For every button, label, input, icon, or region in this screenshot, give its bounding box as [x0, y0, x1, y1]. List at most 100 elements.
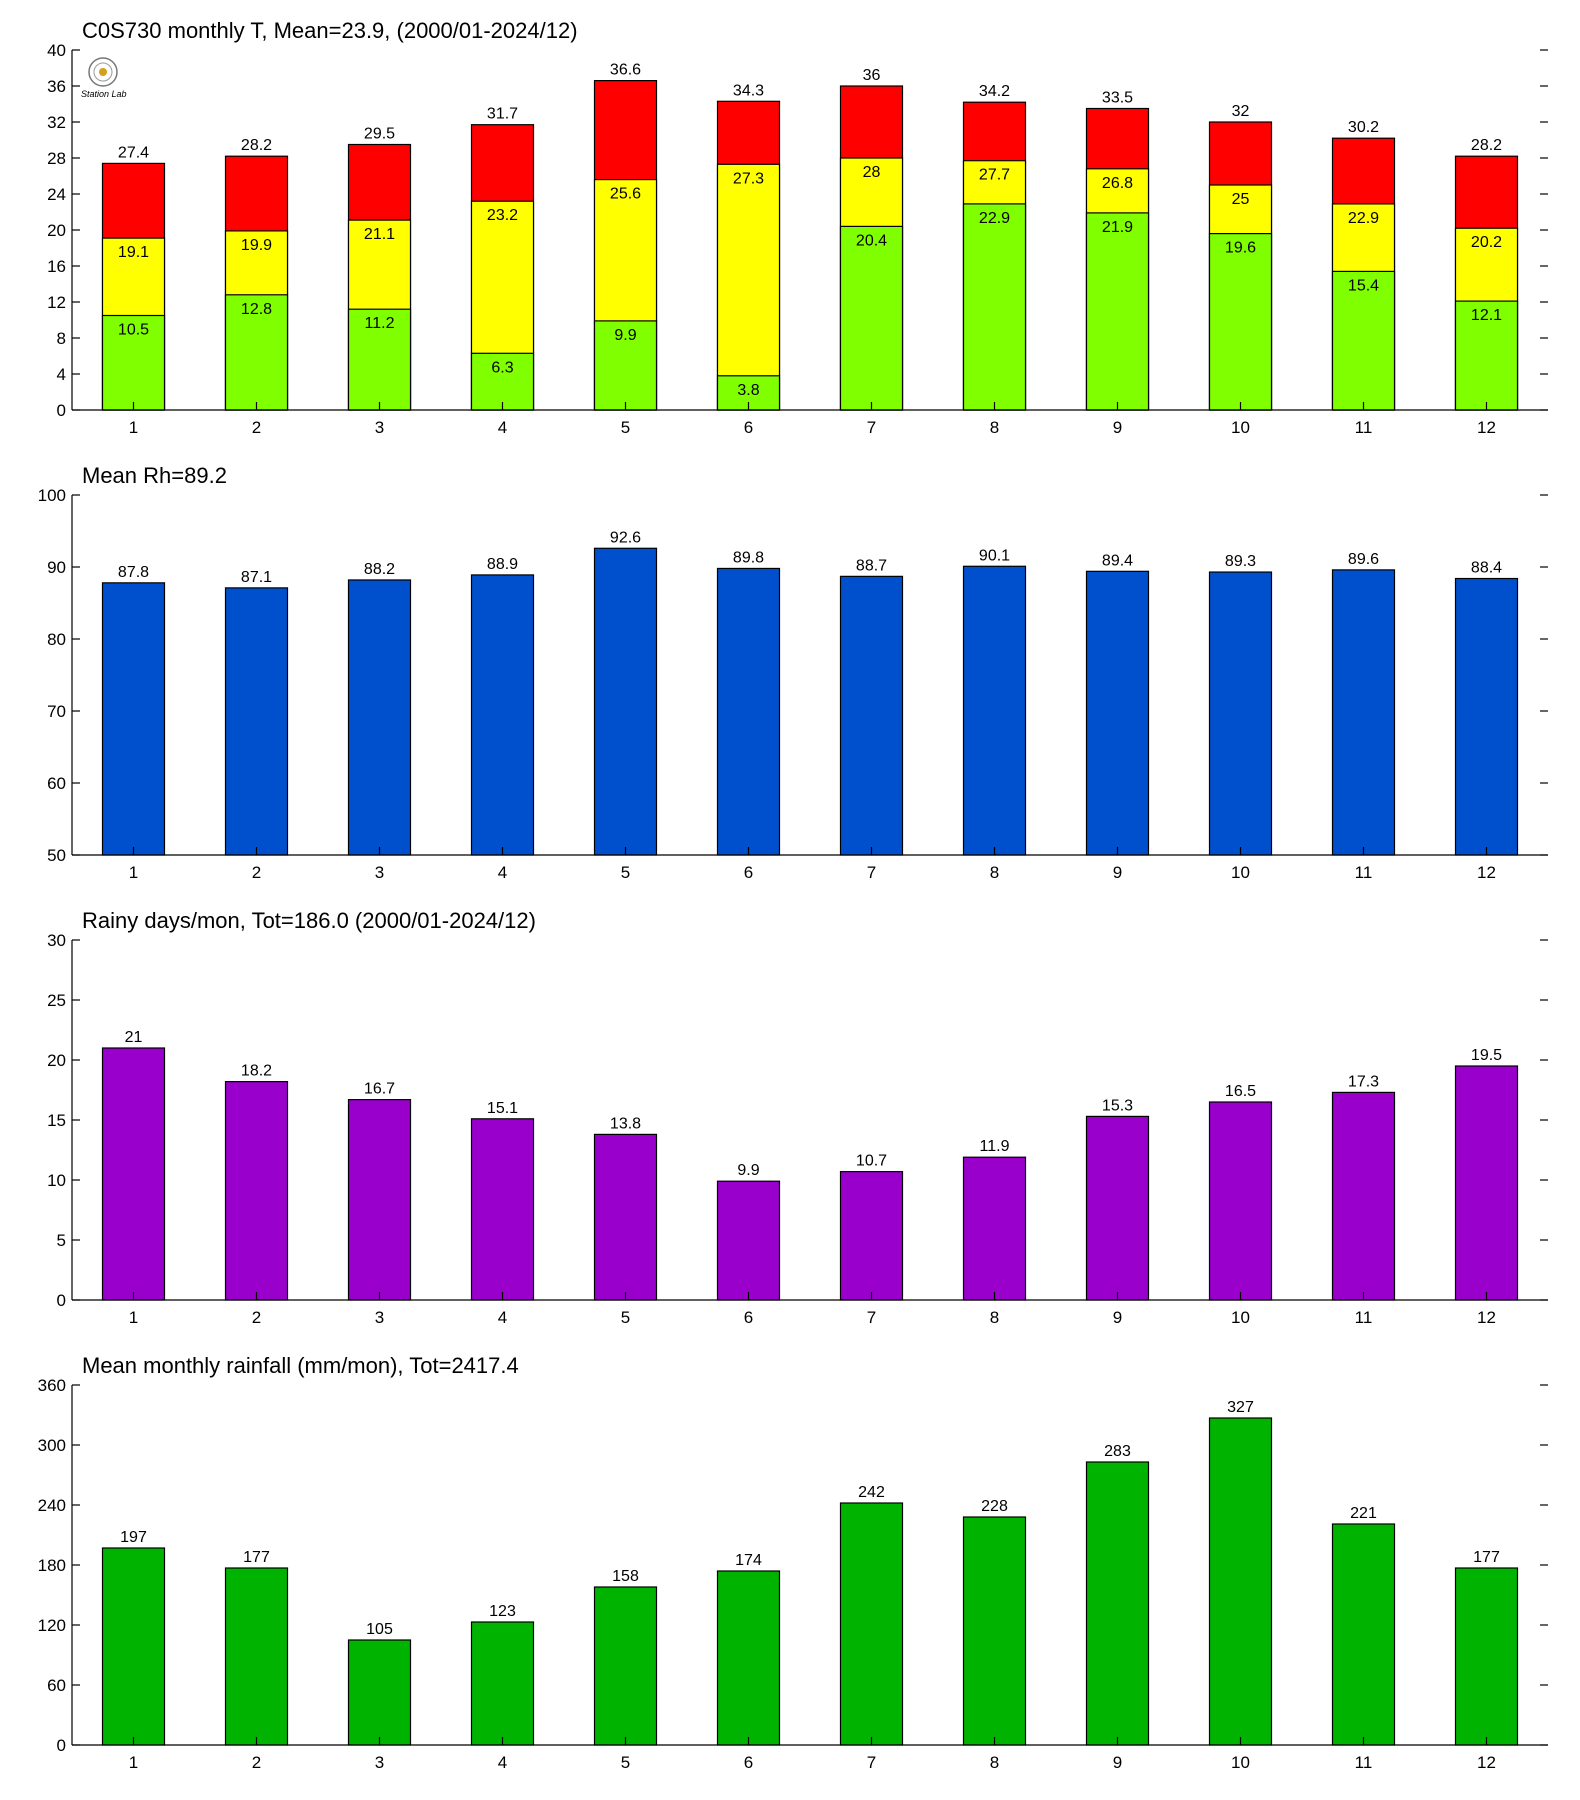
y-tick-label: 100 [38, 486, 66, 505]
y-tick-label: 180 [38, 1556, 66, 1575]
y-tick-label: 12 [47, 293, 66, 312]
value-label: 92.6 [610, 529, 641, 546]
y-tick-label: 4 [57, 365, 66, 384]
x-tick-label: 6 [744, 418, 753, 437]
x-tick-label: 10 [1231, 863, 1250, 882]
y-tick-label: 240 [38, 1496, 66, 1515]
y-tick-label: 360 [38, 1376, 66, 1395]
y-tick-label: 90 [47, 558, 66, 577]
x-tick-label: 5 [621, 418, 630, 437]
bar-1-month-6 [716, 1180, 781, 1301]
bar-1-month-11 [1331, 1091, 1396, 1301]
value-label: 28 [863, 164, 881, 181]
bar-1-month-3 [347, 1639, 412, 1746]
value-label: 21.9 [1102, 219, 1133, 236]
bar-1-month-1 [101, 1547, 166, 1746]
x-tick-label: 2 [252, 863, 261, 882]
y-tick-label: 60 [47, 774, 66, 793]
y-tick-label: 8 [57, 329, 66, 348]
chart-panel-2: Mean Rh=89.2 87.8 87.1 88.2 88.9 92.6 89.8 88.7… [38, 463, 1548, 882]
y-tick-label: 28 [47, 149, 66, 168]
y-tick-label: 25 [47, 991, 66, 1010]
bar-1-month-3 [347, 1098, 412, 1301]
x-tick-label: 3 [375, 1308, 384, 1327]
y-tick-label: 5 [57, 1231, 66, 1250]
value-label: 28.2 [241, 137, 272, 154]
value-label: 88.9 [487, 556, 518, 573]
bar-1-month-2 [224, 587, 289, 856]
chart-title: Mean Rh=89.2 [82, 463, 227, 488]
bar-1-month-2 [224, 1080, 289, 1301]
value-label: 19.5 [1471, 1047, 1502, 1064]
value-label: 26.8 [1102, 175, 1133, 192]
value-label: 27.3 [733, 170, 764, 187]
value-label: 89.8 [733, 549, 764, 566]
bar-1-month-8 [962, 1516, 1027, 1746]
value-label: 27.4 [118, 144, 149, 161]
x-tick-label: 7 [867, 863, 876, 882]
y-tick-label: 0 [57, 1736, 66, 1755]
value-label: 87.1 [241, 569, 272, 586]
value-label: 31.7 [487, 106, 518, 123]
value-label: 15.1 [487, 1100, 518, 1117]
y-tick-label: 300 [38, 1436, 66, 1455]
value-label: 123 [489, 1603, 516, 1620]
x-tick-label: 2 [252, 1753, 261, 1772]
y-tick-label: 20 [47, 1051, 66, 1070]
x-tick-label: 8 [990, 1753, 999, 1772]
bar-1-month-7 [839, 575, 904, 856]
value-label: 88.2 [364, 561, 395, 578]
x-tick-label: 7 [867, 1308, 876, 1327]
value-label: 28.2 [1471, 137, 1502, 154]
y-tick-label: 24 [47, 185, 66, 204]
x-tick-label: 4 [498, 1308, 507, 1327]
x-tick-label: 5 [621, 863, 630, 882]
value-label: 10.7 [856, 1153, 887, 1170]
x-tick-label: 11 [1355, 863, 1373, 882]
value-label: 11.2 [365, 315, 395, 332]
value-label: 221 [1350, 1505, 1377, 1522]
x-tick-label: 1 [129, 1308, 138, 1327]
value-label: 6.3 [491, 359, 513, 376]
x-tick-label: 8 [990, 1308, 999, 1327]
bar-1-month-12 [1454, 1065, 1519, 1301]
chart-title: Rainy days/mon, Tot=186.0 (2000/01-2024/… [82, 908, 536, 933]
bar-1-month-7 [839, 225, 904, 411]
logo-text: Station Lab [81, 89, 127, 99]
value-label: 88.7 [856, 557, 887, 574]
bar-1-month-10 [1208, 1417, 1273, 1746]
value-label: 89.6 [1348, 551, 1379, 568]
x-tick-label: 8 [990, 418, 999, 437]
value-label: 25 [1232, 191, 1250, 208]
bar-1-month-6 [716, 567, 781, 856]
bar-1-month-8 [962, 1156, 1027, 1301]
bar-1-month-5 [593, 547, 658, 856]
value-label: 242 [858, 1484, 885, 1501]
x-tick-label: 11 [1355, 1308, 1373, 1327]
y-tick-label: 32 [47, 113, 66, 132]
bar-1-month-11 [1331, 569, 1396, 856]
value-label: 158 [612, 1568, 639, 1585]
value-label: 27.7 [979, 167, 1010, 184]
value-label: 197 [120, 1529, 147, 1546]
bar-1-month-10 [1208, 571, 1273, 856]
x-tick-label: 1 [129, 418, 138, 437]
bar-1-month-12 [1454, 577, 1519, 856]
bar-2-month-6 [716, 163, 781, 411]
value-label: 12.1 [1471, 307, 1502, 324]
chart-panel-1: C0S730 monthly T, Mean=23.9, (2000/01-20… [47, 18, 1548, 437]
value-label: 90.1 [979, 547, 1010, 564]
value-label: 34.2 [979, 83, 1010, 100]
y-tick-label: 80 [47, 630, 66, 649]
value-label: 89.3 [1225, 553, 1256, 570]
bar-1-month-2 [224, 294, 289, 411]
x-tick-label: 11 [1355, 1753, 1373, 1772]
bar-1-month-2 [224, 1567, 289, 1746]
value-label: 13.8 [610, 1115, 641, 1132]
value-label: 327 [1227, 1399, 1254, 1416]
x-tick-label: 1 [129, 1753, 138, 1772]
y-tick-label: 0 [57, 401, 66, 420]
x-tick-label: 8 [990, 863, 999, 882]
bar-1-month-4 [470, 352, 535, 411]
x-tick-label: 12 [1477, 1753, 1496, 1772]
